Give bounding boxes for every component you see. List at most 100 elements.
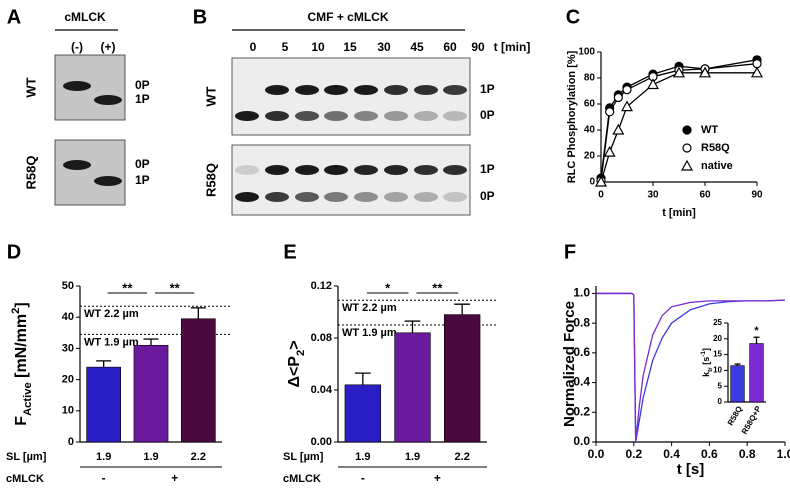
bar <box>180 318 216 443</box>
panel-letter: A <box>7 6 21 28</box>
bar <box>86 366 122 443</box>
y-axis-label-part: > <box>286 340 303 349</box>
x-tick-label: 0.6 <box>701 447 718 461</box>
x-axis-label: t [min] <box>662 207 696 219</box>
gel-band <box>324 165 348 175</box>
lane-label: 60 <box>443 40 457 54</box>
x-tick-label: 0.8 <box>739 447 756 461</box>
lane-label: 45 <box>410 40 424 54</box>
gel-band <box>295 192 319 202</box>
y-tick-label: 10 <box>62 405 74 417</box>
y-axis-label: FActive [mN/mm2] <box>10 302 34 425</box>
panel-letter: C <box>566 6 580 28</box>
lane-label: (+) <box>101 40 116 54</box>
bar <box>730 365 745 403</box>
group-label: cMLCK <box>6 473 44 485</box>
y-axis-label-part: 2 <box>10 308 22 314</box>
band-label: 0P <box>135 78 150 92</box>
row-label: WT <box>203 86 218 106</box>
marker <box>752 59 762 69</box>
band-label: 1P <box>480 162 495 176</box>
y-tick-label: 0 <box>589 177 595 188</box>
y-tick-label: 0.6 <box>573 345 590 359</box>
lane-unit: t [min] <box>494 40 531 54</box>
band-label: 0P <box>480 189 495 203</box>
y-tick-label: 40 <box>62 311 74 323</box>
significance-label: * <box>385 280 391 295</box>
series-line <box>596 292 786 443</box>
marker <box>603 145 616 157</box>
legend-label: native <box>701 160 733 172</box>
y-tick-label: 25 <box>713 318 722 327</box>
band-label: 0P <box>135 157 150 171</box>
x-axis-label: t [s] <box>677 461 705 478</box>
y-tick-label: 0.2 <box>573 404 590 418</box>
y-tick-label: 0.00 <box>311 436 332 448</box>
x-axis-label: SL [µm] <box>6 451 47 463</box>
band-label: 0P <box>480 108 495 122</box>
y-tick-label: 100 <box>578 47 595 58</box>
gel-band <box>443 165 467 175</box>
gel-band <box>94 95 122 105</box>
y-axis-label: Normalized Force <box>561 301 578 427</box>
bar <box>344 384 382 443</box>
legend-label: WT <box>701 124 718 136</box>
bar <box>749 343 764 403</box>
y-tick-label: 20 <box>584 151 596 162</box>
gel-band <box>235 111 259 121</box>
significance-label: * <box>754 325 759 337</box>
group-value: + <box>171 471 178 485</box>
gel-band <box>235 192 259 202</box>
series-line <box>600 63 758 181</box>
y-tick-label: 5 <box>718 381 723 390</box>
gel-header: CMF + cMLCK <box>308 10 389 24</box>
row-label: R58Q <box>203 163 218 197</box>
lane-label: 0 <box>250 40 257 54</box>
gel-band <box>63 160 91 170</box>
gel-band <box>414 165 438 175</box>
gel-band <box>324 111 348 121</box>
significance-label: ** <box>170 280 181 295</box>
legend-marker <box>680 159 694 171</box>
reference-label: WT 1.9 µm <box>342 327 397 339</box>
gel-band <box>324 85 348 95</box>
y-tick-label: 30 <box>62 342 74 354</box>
band-label: 1P <box>135 92 150 106</box>
lane-label: (-) <box>71 40 83 54</box>
significance-label: ** <box>432 280 443 295</box>
marker <box>646 78 660 90</box>
lane-label: 90 <box>471 40 485 54</box>
y-tick-label: 50 <box>62 280 74 292</box>
gel-band <box>265 111 289 121</box>
lane-label: 5 <box>282 40 289 54</box>
significance-label: ** <box>122 280 133 295</box>
gel-band <box>443 192 467 202</box>
group-value: + <box>434 471 441 485</box>
x-tick-label: R58Q <box>726 405 744 428</box>
y-tick-label: 0.4 <box>573 375 590 389</box>
y-tick-label: 0 <box>68 436 74 448</box>
y-tick-label: 15 <box>713 350 722 359</box>
group-value: - <box>102 471 106 485</box>
gel-band <box>354 111 378 121</box>
x-tick-label: 30 <box>647 190 659 201</box>
marker <box>698 66 712 78</box>
gel-band <box>354 192 378 202</box>
x-tick-label: 90 <box>751 190 763 201</box>
gel-band <box>295 85 319 95</box>
marker <box>613 92 623 103</box>
y-axis-label-part: 2 <box>295 350 307 356</box>
y-axis-label-part: Δ<P <box>286 356 303 388</box>
marker <box>594 175 608 187</box>
y-axis-label-part: tr <box>707 367 714 372</box>
gel-band <box>265 165 289 175</box>
band-label: 1P <box>135 173 150 187</box>
y-tick-label: 0.12 <box>311 280 332 292</box>
gel-band <box>235 165 259 175</box>
y-axis-label-part: Active <box>22 382 34 416</box>
marker <box>612 123 625 135</box>
y-tick-label: 60 <box>584 99 596 110</box>
y-tick-label: 0.8 <box>573 315 590 329</box>
series-line <box>600 59 758 179</box>
marker <box>750 66 764 78</box>
